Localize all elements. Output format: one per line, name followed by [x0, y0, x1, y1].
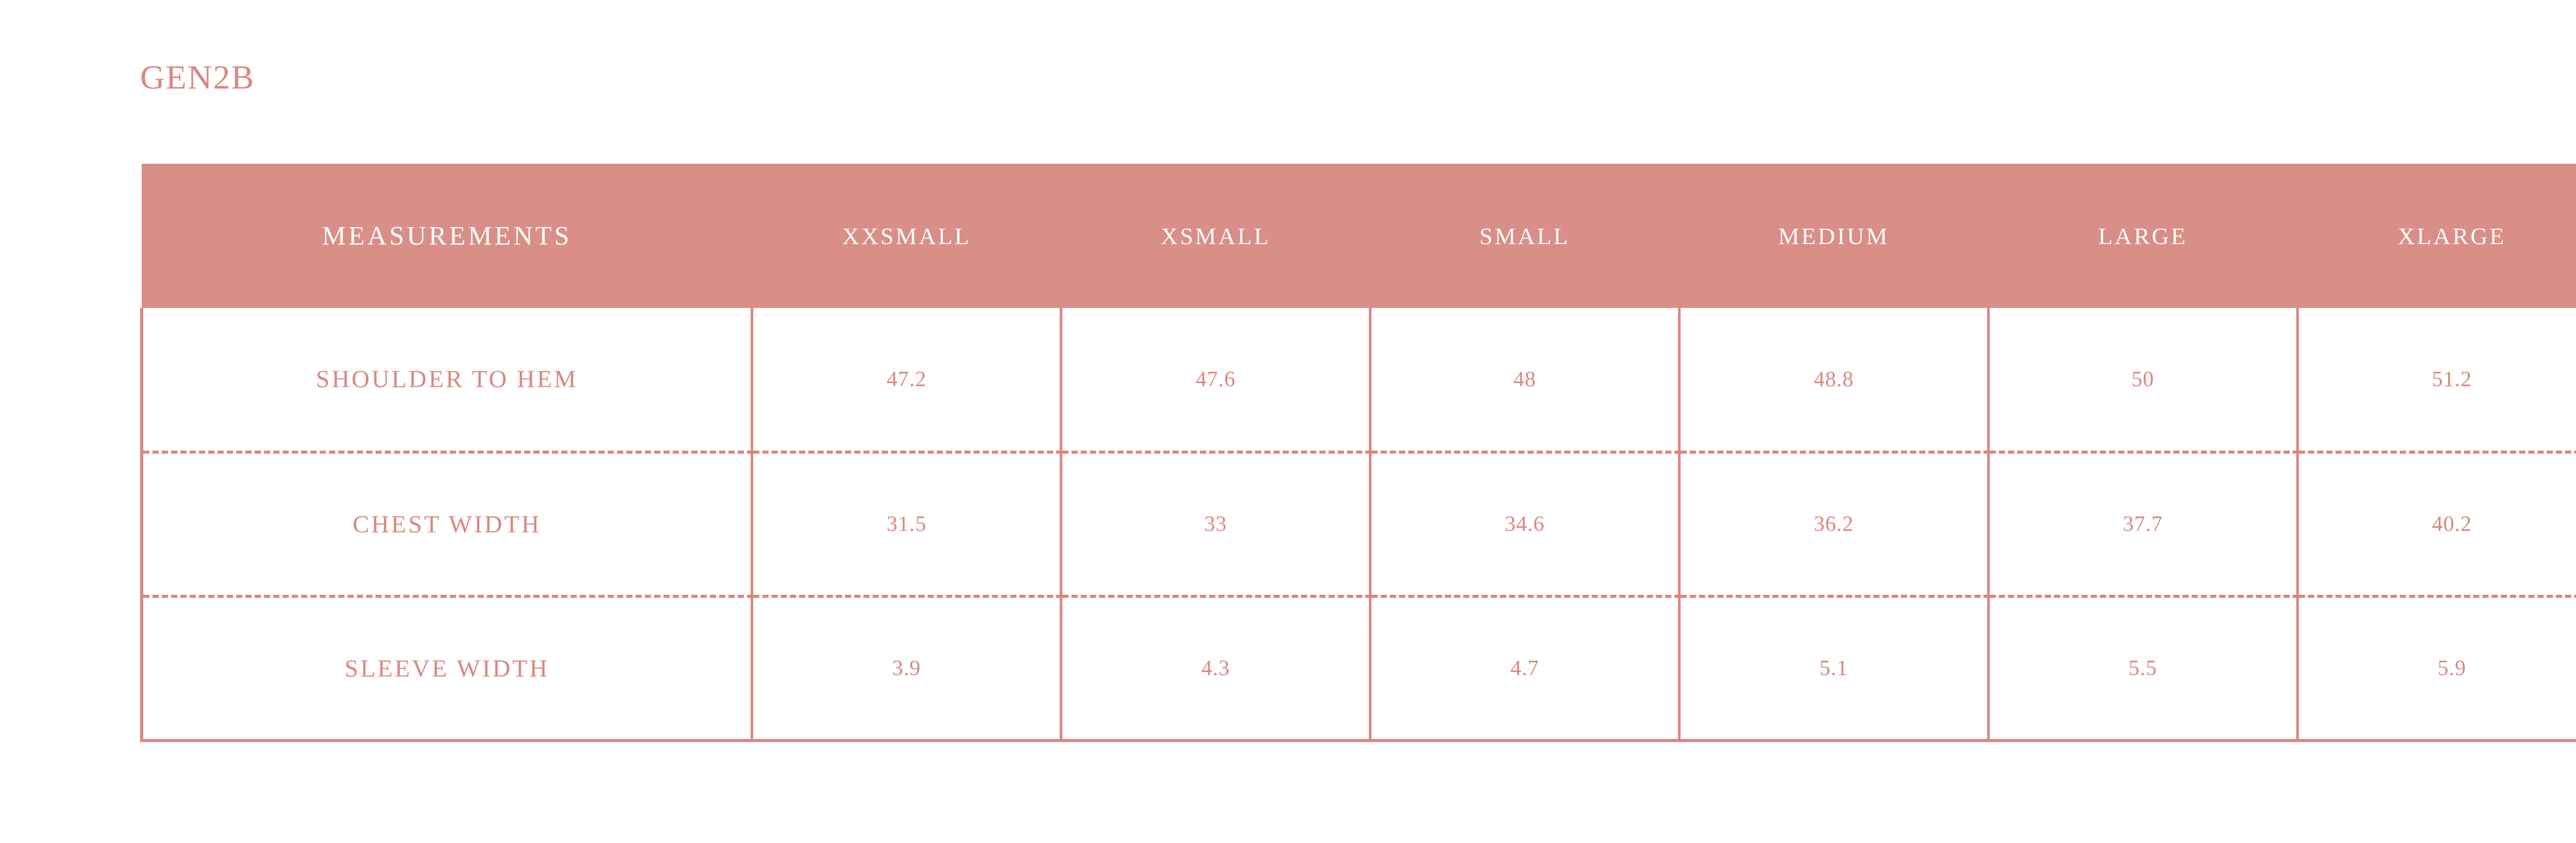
column-header-medium: MEDIUM	[1679, 164, 1989, 308]
cell-chest-width-small: 34.6	[1369, 451, 1681, 596]
size-chart-table-container: MEASUREMENTS XXSMALL XSMALL SMALL MEDIUM…	[140, 164, 2576, 742]
size-chart-table: MEASUREMENTS XXSMALL XSMALL SMALL MEDIUM…	[140, 164, 2576, 742]
column-header-large: LARGE	[1988, 164, 2298, 308]
cell-shoulder-to-hem-large: 50	[1987, 308, 2299, 452]
cell-chest-width-medium: 36.2	[1677, 451, 1990, 596]
cell-sleeve-width-medium: 5.1	[1677, 595, 1990, 742]
table-row: CHEST WIDTH 31.5 33 34.6 36.2 37.7 40.2 …	[140, 451, 2576, 596]
cell-sleeve-width-large: 5.5	[1987, 595, 2299, 742]
row-label-chest-width: CHEST WIDTH	[140, 451, 754, 596]
page-title: GEN2B	[140, 59, 255, 96]
cell-sleeve-width-xlarge: 5.9	[2296, 595, 2576, 742]
table-row: SHOULDER TO HEM 47.2 47.6 48 48.8 50 51.…	[140, 308, 2576, 452]
table-header-row: MEASUREMENTS XXSMALL XSMALL SMALL MEDIUM…	[142, 164, 2576, 308]
cell-chest-width-xxsmall: 31.5	[751, 451, 1063, 596]
table-body: SHOULDER TO HEM 47.2 47.6 48 48.8 50 51.…	[140, 308, 2576, 742]
cell-shoulder-to-hem-xsmall: 47.6	[1060, 308, 1371, 452]
column-header-xlarge: XLARGE	[2297, 164, 2576, 308]
cell-shoulder-to-hem-xlarge: 51.2	[2296, 308, 2576, 452]
column-header-xxsmall: XXSMALL	[752, 164, 1061, 308]
cell-chest-width-xlarge: 40.2	[2296, 451, 2576, 596]
table-header: MEASUREMENTS XXSMALL XSMALL SMALL MEDIUM…	[142, 164, 2576, 308]
cell-sleeve-width-small: 4.7	[1369, 595, 1681, 742]
cell-sleeve-width-xxsmall: 3.9	[751, 595, 1063, 742]
table-row: SLEEVE WIDTH 3.9 4.3 4.7 5.1 5.5 5.9 6.3	[140, 595, 2576, 742]
row-label-shoulder-to-hem: SHOULDER TO HEM	[140, 308, 754, 452]
cell-shoulder-to-hem-xxsmall: 47.2	[751, 308, 1063, 452]
column-header-xsmall: XSMALL	[1061, 164, 1370, 308]
cell-shoulder-to-hem-small: 48	[1369, 308, 1681, 452]
column-header-small: SMALL	[1370, 164, 1680, 308]
column-header-measurements: MEASUREMENTS	[142, 164, 752, 308]
cell-sleeve-width-xsmall: 4.3	[1060, 595, 1371, 742]
cell-chest-width-xsmall: 33	[1060, 451, 1371, 596]
cell-shoulder-to-hem-medium: 48.8	[1677, 308, 1990, 452]
cell-chest-width-large: 37.7	[1987, 451, 2299, 596]
row-label-sleeve-width: SLEEVE WIDTH	[140, 595, 754, 742]
